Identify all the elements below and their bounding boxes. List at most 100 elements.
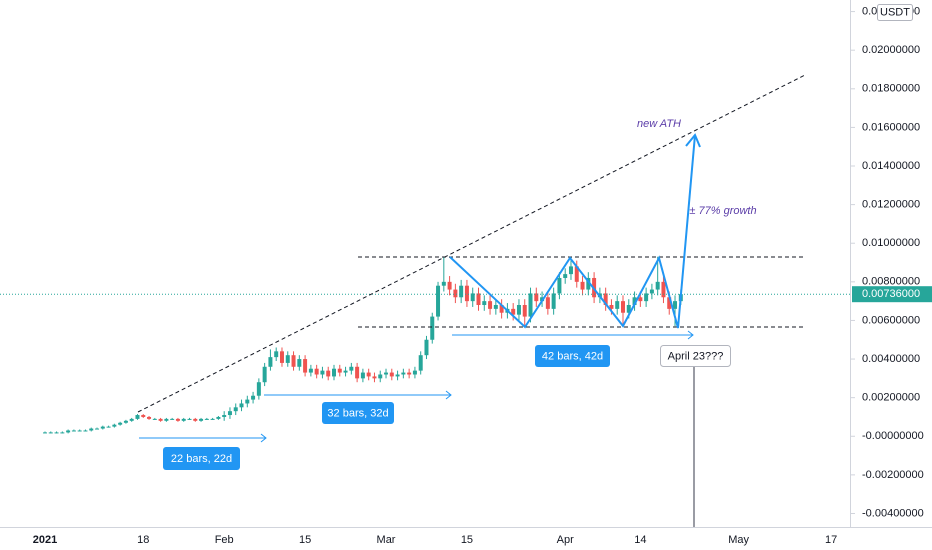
candle-body [164,418,169,421]
candle-body [436,285,441,317]
y-tick-label: 0.01000000 [862,237,920,249]
candle-body [418,355,423,371]
candle-body [355,366,360,379]
candle-body [83,430,88,432]
y-tick-label: 0.00200000 [862,392,920,404]
candle-body [372,376,377,379]
x-tick-label: 14 [634,534,646,546]
price-axis [850,0,932,550]
candle-body [210,418,215,420]
candle-body [401,372,406,375]
last-price-label: 0.00736000 [862,288,920,300]
x-tick-label: 17 [825,534,837,546]
label-box [535,345,610,367]
candle-body [488,301,493,309]
candle-body [470,293,475,302]
candle-body [175,418,180,421]
candle-body [147,416,152,419]
y-tick-label: 0.01200000 [862,199,920,211]
candle-body [77,430,82,432]
candle-body [297,359,302,367]
y-tick-label: 0.00600000 [862,314,920,326]
candle-body [476,293,481,306]
candle-body [71,430,76,432]
x-tick-label: 15 [299,534,311,546]
y-tick-label: 0.01400000 [862,160,920,172]
candle-body [551,293,556,309]
candle-body [609,305,614,309]
candle-body [447,281,452,290]
candle-body [626,305,631,313]
candle-body [181,418,186,421]
candle-body [337,368,342,373]
candle-body [563,274,568,278]
candle-body [528,293,533,317]
arrow-head [687,330,694,340]
candle-body [129,418,134,421]
candle-body [239,403,244,408]
annotation: ± 77% growth [689,205,756,217]
last-price-box [852,286,932,303]
candle-body [621,301,625,313]
candle-body [366,372,371,377]
candle-body [233,407,238,412]
candle-body [412,370,417,375]
y-tick-label: -0.00400000 [862,507,924,519]
candle-body [54,432,59,434]
candle-body [216,416,221,419]
candle-body [152,418,157,420]
candle-body [655,281,660,290]
candle-body [199,418,204,421]
candle-body [291,355,296,367]
y-tick-label: 0.01800000 [862,83,920,95]
candle-body [187,418,192,420]
arrow-head [445,390,452,400]
candle-body [482,301,487,306]
candle-body [545,297,550,309]
candle-body [303,359,308,373]
label-box [322,402,394,424]
y-tick-label: -0.00200000 [862,469,924,481]
candle-body [100,426,105,429]
candle-body [268,357,273,367]
candle-body [43,432,47,434]
candle-body [568,266,573,275]
range-label: 32 bars, 32d [327,407,388,419]
currency-box [877,4,913,21]
candle-body [673,301,678,309]
candle-body [534,293,539,302]
y-tick-label: 0.00400000 [862,353,920,365]
candle-body [343,370,348,373]
candle-body [644,293,649,302]
x-tick-label: May [728,534,749,546]
x-tick-label: Apr [557,534,574,546]
candle-body [112,424,117,427]
candle-body [615,301,620,309]
time-axis [0,527,932,550]
candle-body [204,418,209,420]
date-label: April 23??? [668,350,724,362]
candle-body [493,305,498,309]
candle-body [170,418,175,420]
zigzag [449,134,696,329]
trend-line [137,74,806,413]
candle-body [95,428,100,430]
candle-body [262,366,267,383]
y-tick-label: 0.00800000 [862,276,920,288]
range-label: 22 bars, 22d [171,453,232,465]
candle-body [285,355,290,363]
candle-body [459,285,464,298]
candle-body [384,372,389,375]
candle-body [106,426,111,428]
x-tick-label: 2021 [33,534,57,546]
candle-body [245,399,250,404]
annotation: new ATH [637,118,681,130]
x-tick-label: Feb [215,534,234,546]
candle-body [389,372,394,377]
y-tick-label: -0.00000000 [862,430,924,442]
candle-body [522,305,527,317]
candle-body [453,289,458,298]
candle-body [118,422,123,425]
candle-body [349,366,354,371]
